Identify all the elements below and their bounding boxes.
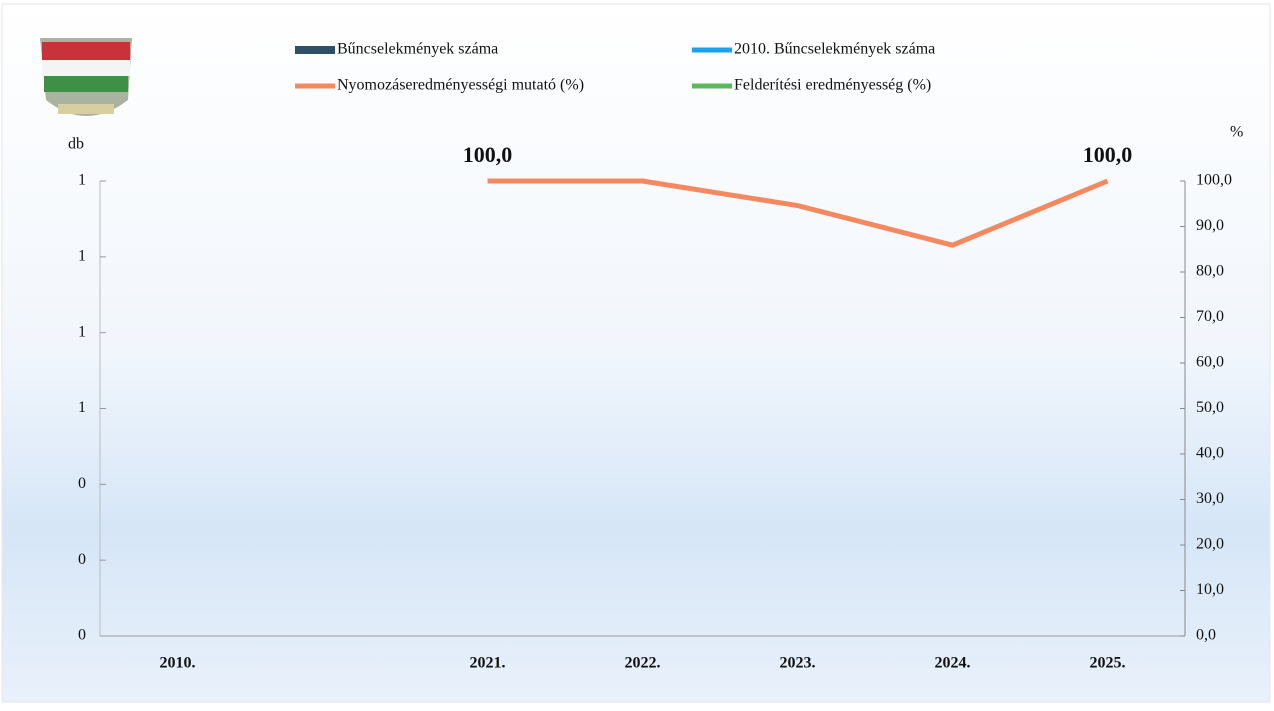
y2-tick-label: 100,0 (1196, 172, 1232, 189)
y2-tick-label: 20,0 (1196, 536, 1224, 553)
legend-label: Bűncselekmények száma (337, 41, 498, 58)
legend-swatch (295, 46, 335, 54)
x-tick-label: 2024. (935, 655, 971, 672)
y-tick-label: 1 (78, 323, 86, 340)
x-tick-label: 2021. (470, 655, 506, 672)
y2-tick-label: 90,0 (1196, 217, 1224, 234)
y2-tick-label: 70,0 (1196, 308, 1224, 325)
logo (40, 38, 132, 116)
y2-axis-label: % (1230, 124, 1243, 141)
legend-label: Nyomozáseredményességi mutató (%) (337, 77, 584, 94)
y2-tick-label: 0,0 (1196, 627, 1216, 644)
y-tick-label: 0 (78, 627, 86, 644)
y2-tick-label: 80,0 (1196, 263, 1224, 280)
x-tick-label: 2010. (160, 655, 196, 672)
line (487, 178, 1109, 248)
y2-tick-label: 10,0 (1196, 581, 1224, 598)
x-tick-label: 2025. (1090, 655, 1126, 672)
chart-background (1, 3, 1271, 703)
legend-label: Felderítési eredményesség (%) (734, 77, 931, 94)
x-tick-label: 2023. (780, 655, 816, 672)
y-tick-label: 0 (78, 475, 86, 492)
y-axis-label: db (68, 136, 84, 153)
x-tick-label: 2022. (625, 655, 661, 672)
y-tick-label: 1 (78, 172, 86, 189)
data-label: 100,0 (463, 142, 513, 167)
y-tick-label: 1 (78, 248, 86, 265)
y2-tick-label: 50,0 (1196, 399, 1224, 416)
y2-tick-label: 60,0 (1196, 354, 1224, 371)
y2-tick-label: 40,0 (1196, 445, 1224, 462)
data-label: 100,0 (1083, 142, 1133, 167)
legend-label: 2010. Bűncselekmények száma (734, 41, 935, 58)
y2-tick-label: 30,0 (1196, 490, 1224, 507)
y-tick-label: 0 (78, 551, 86, 568)
y-tick-label: 1 (78, 399, 86, 416)
